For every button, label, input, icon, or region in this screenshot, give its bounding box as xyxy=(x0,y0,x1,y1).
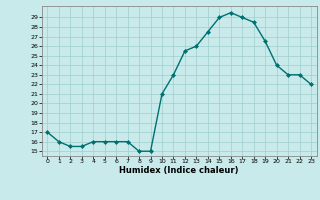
X-axis label: Humidex (Indice chaleur): Humidex (Indice chaleur) xyxy=(119,166,239,175)
